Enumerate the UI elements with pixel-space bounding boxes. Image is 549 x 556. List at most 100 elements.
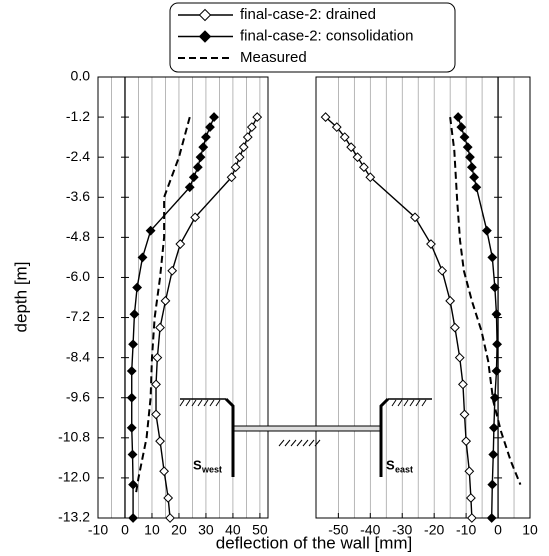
marker bbox=[426, 239, 436, 249]
marker bbox=[466, 162, 477, 173]
marker bbox=[454, 352, 465, 363]
marker bbox=[471, 182, 482, 193]
marker bbox=[175, 239, 186, 249]
y-axis-label: depth [m] bbox=[11, 262, 30, 333]
x-tick-label: -10 bbox=[88, 522, 108, 538]
legend-marker bbox=[198, 30, 212, 43]
marker bbox=[128, 479, 138, 490]
marker bbox=[459, 132, 470, 143]
marker bbox=[128, 339, 138, 350]
series-line bbox=[131, 116, 215, 518]
marker bbox=[151, 379, 161, 390]
y-tick-label: -1.2 bbox=[66, 108, 90, 124]
marker bbox=[155, 322, 165, 333]
marker bbox=[445, 295, 456, 306]
marker bbox=[456, 122, 467, 133]
marker bbox=[165, 513, 175, 523]
marker bbox=[339, 132, 350, 143]
y-tick-label: 0.0 bbox=[71, 68, 91, 84]
legend-label: Measured bbox=[240, 49, 307, 66]
x-tick-label: -10 bbox=[456, 522, 476, 538]
annotation-symbol: S bbox=[386, 457, 395, 472]
y-tick-label: -3.6 bbox=[66, 188, 90, 204]
y-tick-label: -8.4 bbox=[66, 348, 90, 364]
x-tick-label: -20 bbox=[424, 522, 444, 538]
marker bbox=[410, 212, 420, 223]
series-line bbox=[449, 116, 522, 485]
marker bbox=[492, 339, 503, 350]
marker bbox=[487, 252, 498, 263]
marker bbox=[238, 142, 249, 153]
marker bbox=[365, 172, 376, 183]
marker bbox=[469, 172, 480, 183]
marker bbox=[192, 162, 203, 173]
plot-frame bbox=[97, 76, 269, 519]
marker bbox=[190, 212, 201, 223]
y-tick-label: -9.6 bbox=[66, 388, 90, 404]
marker bbox=[155, 436, 165, 447]
y-tick-label: -4.8 bbox=[66, 228, 90, 244]
marker bbox=[152, 352, 163, 363]
legend-box bbox=[169, 2, 456, 73]
marker bbox=[209, 112, 219, 122]
y-tick-label: -13.2 bbox=[58, 509, 90, 525]
x-tick-label: 40 bbox=[225, 522, 241, 538]
marker bbox=[466, 493, 476, 503]
marker bbox=[450, 322, 460, 333]
marker bbox=[230, 162, 241, 173]
marker bbox=[160, 295, 171, 306]
marker bbox=[126, 422, 137, 433]
marker bbox=[346, 142, 357, 153]
marker bbox=[127, 449, 138, 460]
marker bbox=[128, 513, 138, 523]
annotation-symbol: S bbox=[193, 457, 202, 472]
x-tick-label: -50 bbox=[328, 522, 348, 538]
y-tick-label: -12.0 bbox=[58, 469, 90, 485]
legend-label: final-case-2: drained bbox=[240, 6, 376, 23]
marker bbox=[464, 466, 475, 477]
x-tick-label: 0 bbox=[494, 522, 502, 538]
marker bbox=[242, 132, 253, 143]
marker bbox=[252, 112, 263, 122]
marker bbox=[331, 122, 342, 133]
marker bbox=[246, 122, 257, 133]
marker bbox=[132, 282, 143, 293]
annotation-subscript: east bbox=[395, 464, 413, 474]
x-tick-label: 0 bbox=[121, 522, 129, 538]
excavation-schematic bbox=[179, 397, 432, 477]
marker bbox=[184, 182, 195, 193]
y-tick-label: -2.4 bbox=[66, 148, 90, 164]
x-tick-label: 50 bbox=[252, 522, 268, 538]
plot-frame bbox=[315, 76, 531, 519]
series-line bbox=[134, 116, 191, 495]
marker bbox=[437, 265, 448, 276]
marker bbox=[167, 265, 178, 276]
marker bbox=[488, 422, 499, 433]
marker bbox=[195, 152, 206, 163]
marker bbox=[159, 466, 170, 477]
marker bbox=[459, 409, 470, 420]
x-axis-label: deflection of the wall [mm] bbox=[216, 533, 413, 552]
marker bbox=[234, 152, 245, 163]
marker bbox=[126, 366, 137, 376]
marker bbox=[461, 436, 472, 447]
marker bbox=[226, 172, 237, 183]
marker bbox=[188, 172, 199, 183]
marker bbox=[359, 162, 369, 173]
marker bbox=[151, 409, 161, 420]
y-tick-label: -7.2 bbox=[66, 308, 90, 324]
marker bbox=[453, 112, 464, 122]
marker bbox=[137, 252, 148, 263]
marker bbox=[466, 513, 477, 523]
marker bbox=[487, 479, 498, 490]
x-tick-label: 30 bbox=[198, 522, 214, 538]
marker bbox=[145, 225, 156, 236]
y-tick-label: -10.8 bbox=[58, 429, 90, 445]
marker bbox=[458, 379, 468, 390]
marker bbox=[486, 513, 497, 523]
marker bbox=[205, 122, 215, 133]
x-tick-label: 10 bbox=[522, 522, 538, 538]
legend-marker bbox=[198, 8, 212, 22]
marker bbox=[320, 112, 331, 122]
